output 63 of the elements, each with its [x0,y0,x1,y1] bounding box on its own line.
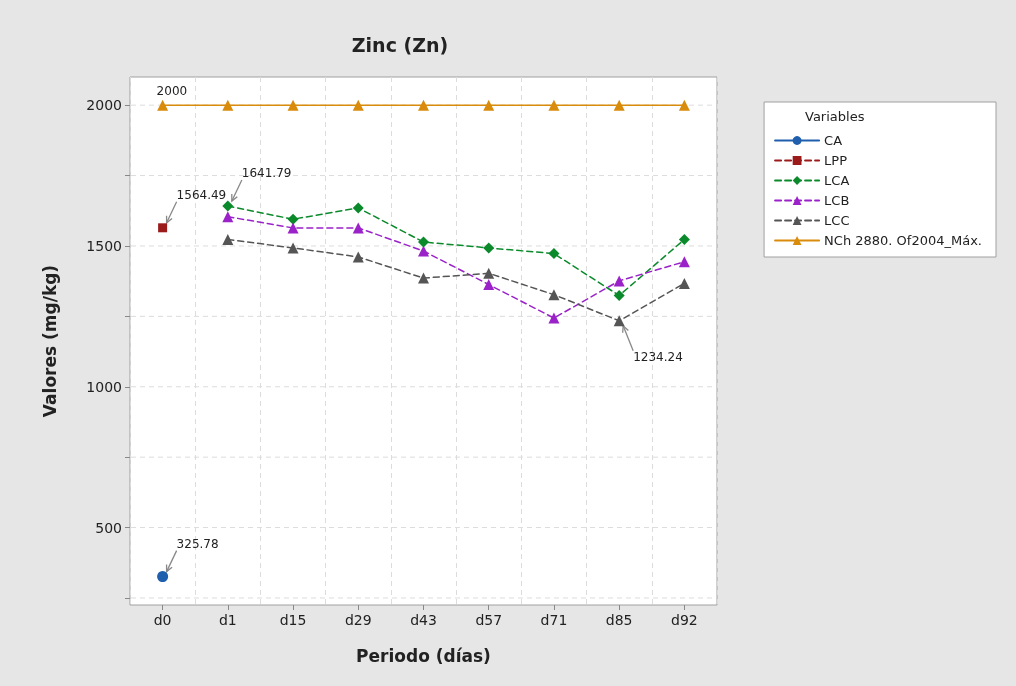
point [548,289,560,301]
y-tick-label: 2000 [86,97,122,114]
point [352,99,364,111]
y-tick-label: 1000 [86,378,122,395]
point [548,248,560,260]
x-tick-label: d92 [671,612,698,628]
point [418,99,429,111]
point [613,275,625,287]
annotation: 325.78 [176,536,219,551]
point [352,222,364,234]
x-tick-label: d43 [410,612,437,628]
legend-label: LPP [824,153,848,168]
annotation: 1641.79 [241,166,292,181]
legend-label: LCA [824,173,850,188]
point [548,99,560,111]
point [418,245,429,257]
point [287,213,299,225]
point [678,256,690,268]
point [483,279,495,291]
point [352,251,364,263]
point [287,99,299,111]
chart-title: Zinc (Zn) [351,33,449,56]
point [483,99,495,111]
point [222,211,234,223]
point [548,312,560,324]
x-tick-label: d85 [605,612,633,628]
y-tick-label: 1500 [86,237,122,254]
x-tick-label: d1 [218,612,237,628]
point [613,315,625,327]
point [352,202,364,214]
point [483,267,495,279]
point [222,99,234,111]
legend-label: LCC [824,213,850,228]
point [222,200,234,212]
point [287,242,299,254]
point [157,571,169,583]
annotation: 1564.49 [176,187,227,202]
legend-label: NCh 2880. Of2004_Máx. [824,233,983,248]
point [678,99,690,111]
point [418,236,429,248]
legend-label: LCB [824,193,850,208]
point [157,99,169,111]
x-tick-label: d15 [279,612,307,628]
point [483,242,495,254]
point [222,233,234,245]
legend-label: CA [824,133,843,148]
x-tick-label: d57 [475,612,503,628]
point [613,99,625,111]
point [287,222,299,234]
x-tick-label: d0 [153,612,172,628]
point [158,223,168,233]
point [418,272,429,284]
point [678,277,690,289]
y-axis-title: Valores (mg/kg) [39,264,60,418]
annotation: 2000 [156,84,188,99]
x-axis-title: Periodo (días) [356,645,491,666]
x-tick-label: d71 [540,612,568,628]
legend-title: Variables [805,109,865,124]
x-tick-label: d29 [344,612,372,628]
point [678,233,690,245]
annotation: 1234.24 [633,349,683,364]
y-tick-label: 500 [95,519,122,536]
point [613,290,625,302]
